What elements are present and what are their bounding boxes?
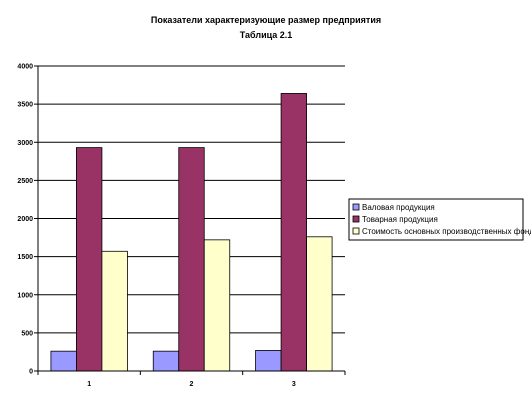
legend: Валовая продукция Товарная продукция Стоим…	[348, 198, 531, 241]
y-tick-label: 2000	[17, 216, 33, 223]
chart-title: Показатели характеризующие размер предпр…	[151, 15, 381, 25]
y-tick-label: 1000	[17, 292, 33, 299]
bar-series-2-cat-2	[178, 147, 205, 372]
y-tick-label: 2500	[17, 178, 33, 185]
y-tick-label: 500	[21, 330, 33, 337]
x-tick-label: 1	[87, 381, 91, 388]
x-tick-label: 2	[190, 381, 194, 388]
bar-series-2-cat-1	[76, 147, 103, 372]
bar-series-3-cat-3	[306, 236, 333, 372]
bar-series-3-cat-1	[101, 250, 128, 372]
x-tick-label: 3	[292, 381, 296, 388]
legend-label: Валовая продукция	[362, 203, 435, 212]
legend-swatch	[352, 203, 360, 211]
chart-subtitle: Таблица 2.1	[240, 30, 293, 40]
y-axis-ticks: 0 500 1000 1500 2000 2500 3000 3500 4000	[17, 64, 38, 376]
legend-swatch	[352, 227, 360, 235]
x-axis-ticks: 1 2 3	[37, 371, 346, 388]
legend-swatch	[352, 215, 360, 223]
y-tick-label: 3000	[17, 140, 33, 147]
bar-series-1-cat-2	[152, 350, 180, 372]
bar-series-1-cat-3	[255, 350, 282, 372]
y-tick-label: 3500	[17, 102, 33, 109]
y-tick-label: 4000	[17, 64, 33, 71]
bars	[50, 93, 333, 372]
legend-box	[348, 198, 524, 241]
bar-series-2-cat-3	[280, 93, 307, 372]
bar-series-3-cat-2	[203, 239, 231, 372]
bar-series-1-cat-1	[50, 350, 77, 372]
legend-label: Стоимость основных производственных фонд…	[362, 227, 531, 236]
legend-label: Товарная продукция	[362, 215, 438, 224]
y-tick-label: 1500	[17, 254, 33, 261]
y-tick-label: 0	[29, 369, 33, 376]
